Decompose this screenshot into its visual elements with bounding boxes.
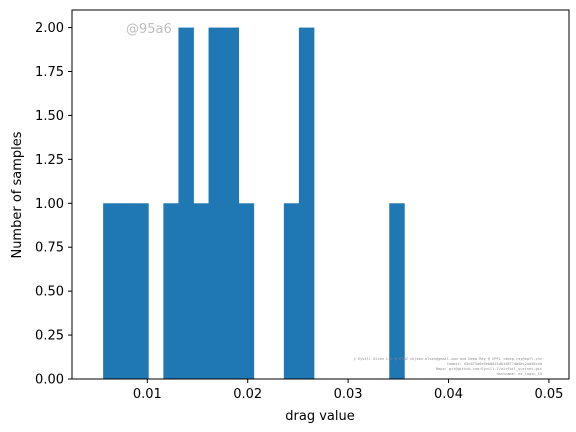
histogram-bar-1 <box>118 203 134 379</box>
histogram-bar-7 <box>223 27 240 379</box>
x-tick-label: 0.04 <box>434 387 463 402</box>
y-axis: 0.00 0.25 0.50 0.75 1.00 1.25 1.50 1.75 2.00 <box>35 21 72 388</box>
x-axis: 0.01 0.02 0.03 0.04 0.05 <box>133 379 563 402</box>
histogram-bar-4 <box>178 27 194 379</box>
histogram-bar-8 <box>238 203 255 379</box>
y-tick-label: 0.50 <box>35 285 64 300</box>
y-tick-label: 2.00 <box>35 21 64 36</box>
histogram-bar-6 <box>208 27 225 379</box>
histogram-bar-2 <box>133 203 149 379</box>
x-tick-label: 0.02 <box>233 387 262 402</box>
x-axis-label: drag value <box>285 409 354 424</box>
histogram-bar-0 <box>103 203 119 379</box>
y-tick-label: 1.75 <box>35 65 64 80</box>
credit-line: Repo: git@github.com:Eyvill-7/airfoil_su… <box>436 367 542 371</box>
x-tick-label: 0.01 <box>133 387 162 402</box>
x-tick-label: 0.05 <box>534 387 563 402</box>
credit-line: Hostname: ex_login_15 <box>497 372 542 376</box>
y-tick-label: 0.75 <box>35 241 64 256</box>
histogram-bar-10 <box>298 27 315 379</box>
credit-block: y Eyvill Olsen Lyo @ ETHZ chjeon.olsen@g… <box>354 357 543 376</box>
histogram-bar-5 <box>193 203 209 379</box>
y-tick-label: 1.00 <box>35 197 64 212</box>
histogram-bar-9 <box>283 203 300 379</box>
plot-frame <box>71 9 570 380</box>
y-tick-label: 0.00 <box>35 373 64 388</box>
y-axis-label: Number of samples <box>10 131 25 258</box>
y-tick-label: 0.25 <box>35 329 64 344</box>
histogram-bar-3 <box>163 203 179 379</box>
x-tick-label: 0.03 <box>334 387 363 402</box>
credit-line: y Eyvill Olsen Lyo @ ETHZ chjeon.olsen@g… <box>354 357 543 361</box>
watermark-text: @95a6 <box>126 22 172 37</box>
y-tick-label: 1.50 <box>35 109 64 124</box>
bars-group <box>103 27 405 379</box>
credit-line: Commit: 65e875a6e0eb8025d8158774b0bc2ad5… <box>447 362 542 366</box>
y-tick-label: 1.25 <box>35 153 64 168</box>
histogram-bar-11 <box>389 203 405 379</box>
